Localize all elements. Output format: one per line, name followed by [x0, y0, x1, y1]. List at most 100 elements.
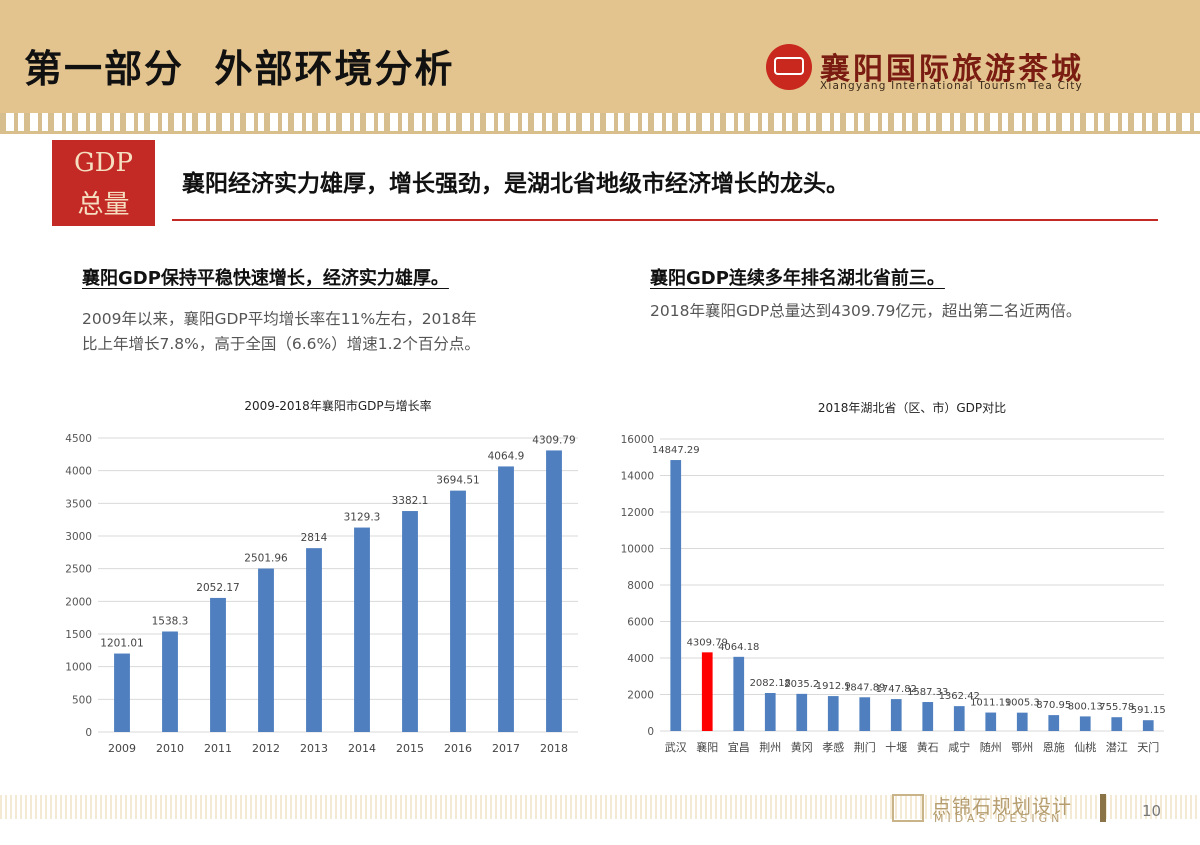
y-tick-label: 0 [85, 727, 92, 739]
bar [354, 527, 370, 732]
x-tick-label: 2016 [444, 742, 472, 755]
bar [953, 706, 965, 731]
data-label: 4064.18 [718, 642, 759, 653]
y-tick-label: 4000 [627, 653, 654, 665]
y-tick-label: 2000 [627, 690, 654, 702]
decorative-border-line [0, 131, 1200, 134]
hubei-gdp-chart-svg: 2018年湖北省（区、市）GDP对比 0 2000 4000 6000 8000 10000… [621, 400, 1166, 754]
bar [985, 712, 997, 731]
y-tick-label: 2500 [65, 564, 92, 576]
x-tick-label: 十堰 [885, 740, 907, 754]
data-label: 800.13 [1068, 701, 1103, 712]
data-label: 4064.9 [488, 450, 525, 462]
bar [1079, 716, 1091, 731]
x-tick-label: 2014 [348, 742, 376, 755]
data-label: 3694.51 [436, 475, 479, 487]
bar [1048, 715, 1060, 731]
bar [701, 652, 713, 731]
x-tick-label: 2010 [156, 742, 184, 755]
data-label: 1201.01 [100, 638, 143, 650]
data-label: 1011.19 [970, 698, 1011, 709]
data-label: 1362.42 [939, 691, 980, 702]
y-tick-label: 12000 [621, 507, 654, 519]
left-body-line1: 2009年以来，襄阳GDP平均增长率在11%左右，2018年 [82, 310, 477, 328]
x-tick-label: 荆州 [759, 741, 781, 754]
y-tick-label: 2000 [65, 596, 92, 608]
x-tick-label: 襄阳 [696, 740, 718, 754]
data-label: 1847.89 [844, 682, 885, 693]
y-tick-label: 500 [72, 694, 92, 706]
x-tick-label: 咸宁 [948, 740, 970, 754]
data-label: 2501.96 [244, 553, 288, 565]
footer-decoration [0, 795, 1200, 819]
footer-logo-en: MIDAS DESIGN [934, 812, 1064, 825]
hubei-gdp-comparison-chart: 2018年湖北省（区、市）GDP对比 0 2000 4000 6000 8000 10000… [610, 388, 1180, 768]
data-label: 4309.79 [532, 434, 575, 446]
x-tick-label: 黄冈 [791, 740, 813, 754]
page-title: 第一部分 外部环境分析 [24, 46, 455, 91]
bar [210, 597, 226, 732]
y-tick-label: 10000 [621, 544, 654, 556]
section-badge-line1: GDP [73, 148, 134, 178]
x-tick-label: 黄石 [917, 740, 939, 754]
logo-english-name: Xiangyang International Tourism Tea City [820, 80, 1083, 92]
x-tick-label: 孝感 [822, 741, 844, 754]
bar [859, 697, 871, 731]
bar [1016, 712, 1028, 731]
xiangyang-gdp-chart-svg: 2009-2018年襄阳市GDP与增长率 0 500 1000 1500 2000 2500… [65, 398, 578, 755]
bar [1111, 717, 1123, 731]
x-tick-label: 宜昌 [728, 740, 750, 754]
x-tick-label: 2017 [492, 742, 520, 755]
y-tick-label: 3000 [65, 531, 92, 543]
bar [922, 702, 934, 731]
x-tick-label: 随州 [980, 740, 1002, 754]
section-headline: 襄阳经济实力雄厚，增长强劲，是湖北省地级市经济增长的龙头。 [182, 171, 849, 197]
headline-divider [172, 219, 1158, 221]
footer-logo-mark-icon [892, 794, 924, 822]
bar [114, 653, 130, 732]
left-body: 2009年以来，襄阳GDP平均增长率在11%左右，2018年 比上年增长7.8%… [82, 307, 562, 357]
x-tick-label: 潜江 [1106, 740, 1128, 754]
bar [764, 693, 776, 731]
data-label: 1747.82 [876, 684, 917, 695]
data-label: 591.15 [1131, 705, 1166, 716]
brand-logo: 襄阳国际旅游茶城 Xiangyang International Tourism… [766, 44, 1166, 96]
data-label: 2052.17 [196, 582, 239, 594]
xiangyang-gdp-chart: 2009-2018年襄阳市GDP与增长率 0 500 1000 1500 2000 2500… [40, 388, 600, 768]
x-tick-label: 2013 [300, 742, 328, 755]
data-label: 2814 [301, 532, 328, 544]
bar [1142, 720, 1154, 731]
bar [546, 450, 562, 732]
data-label: 3382.1 [392, 495, 429, 507]
x-tick-label: 天门 [1137, 740, 1159, 754]
left-body-line2: 比上年增长7.8%，高于全国（6.6%）增速1.2个百分点。 [82, 335, 480, 353]
left-subtitle: 襄阳GDP保持平稳快速增长，经济实力雄厚。 [82, 268, 449, 289]
bar [498, 466, 514, 732]
bar [796, 693, 808, 731]
data-label: 1587.33 [907, 687, 948, 698]
header-bar: 第一部分 外部环境分析 襄阳国际旅游茶城 Xiangyang Internati… [0, 0, 1200, 113]
data-label: 2035.2 [784, 679, 819, 690]
y-tick-label: 8000 [627, 580, 654, 592]
chart-title: 2009-2018年襄阳市GDP与增长率 [244, 398, 431, 413]
data-label: 2082.18 [750, 678, 791, 689]
page-number: 10 [1142, 802, 1162, 820]
bar [402, 511, 418, 732]
footer-logo-bar [1100, 794, 1106, 822]
bar [450, 490, 466, 732]
section-badge-line2: 总量 [77, 190, 130, 220]
x-tick-label: 2018 [540, 742, 568, 755]
data-label: 755.78 [1099, 702, 1134, 713]
y-tick-label: 1000 [65, 662, 92, 674]
x-tick-label: 武汉 [665, 741, 687, 754]
y-tick-label: 4000 [65, 466, 92, 478]
x-tick-label: 2015 [396, 742, 424, 755]
logo-chinese-name: 襄阳国际旅游茶城 [820, 52, 1084, 87]
x-tick-label: 恩施 [1043, 741, 1065, 754]
bar [670, 460, 682, 731]
x-tick-label: 2011 [204, 742, 232, 755]
bar [162, 631, 178, 732]
y-tick-label: 4500 [65, 433, 92, 445]
right-subtitle: 襄阳GDP连续多年排名湖北省前三。 [650, 268, 945, 289]
data-label: 4309.79 [687, 637, 728, 648]
